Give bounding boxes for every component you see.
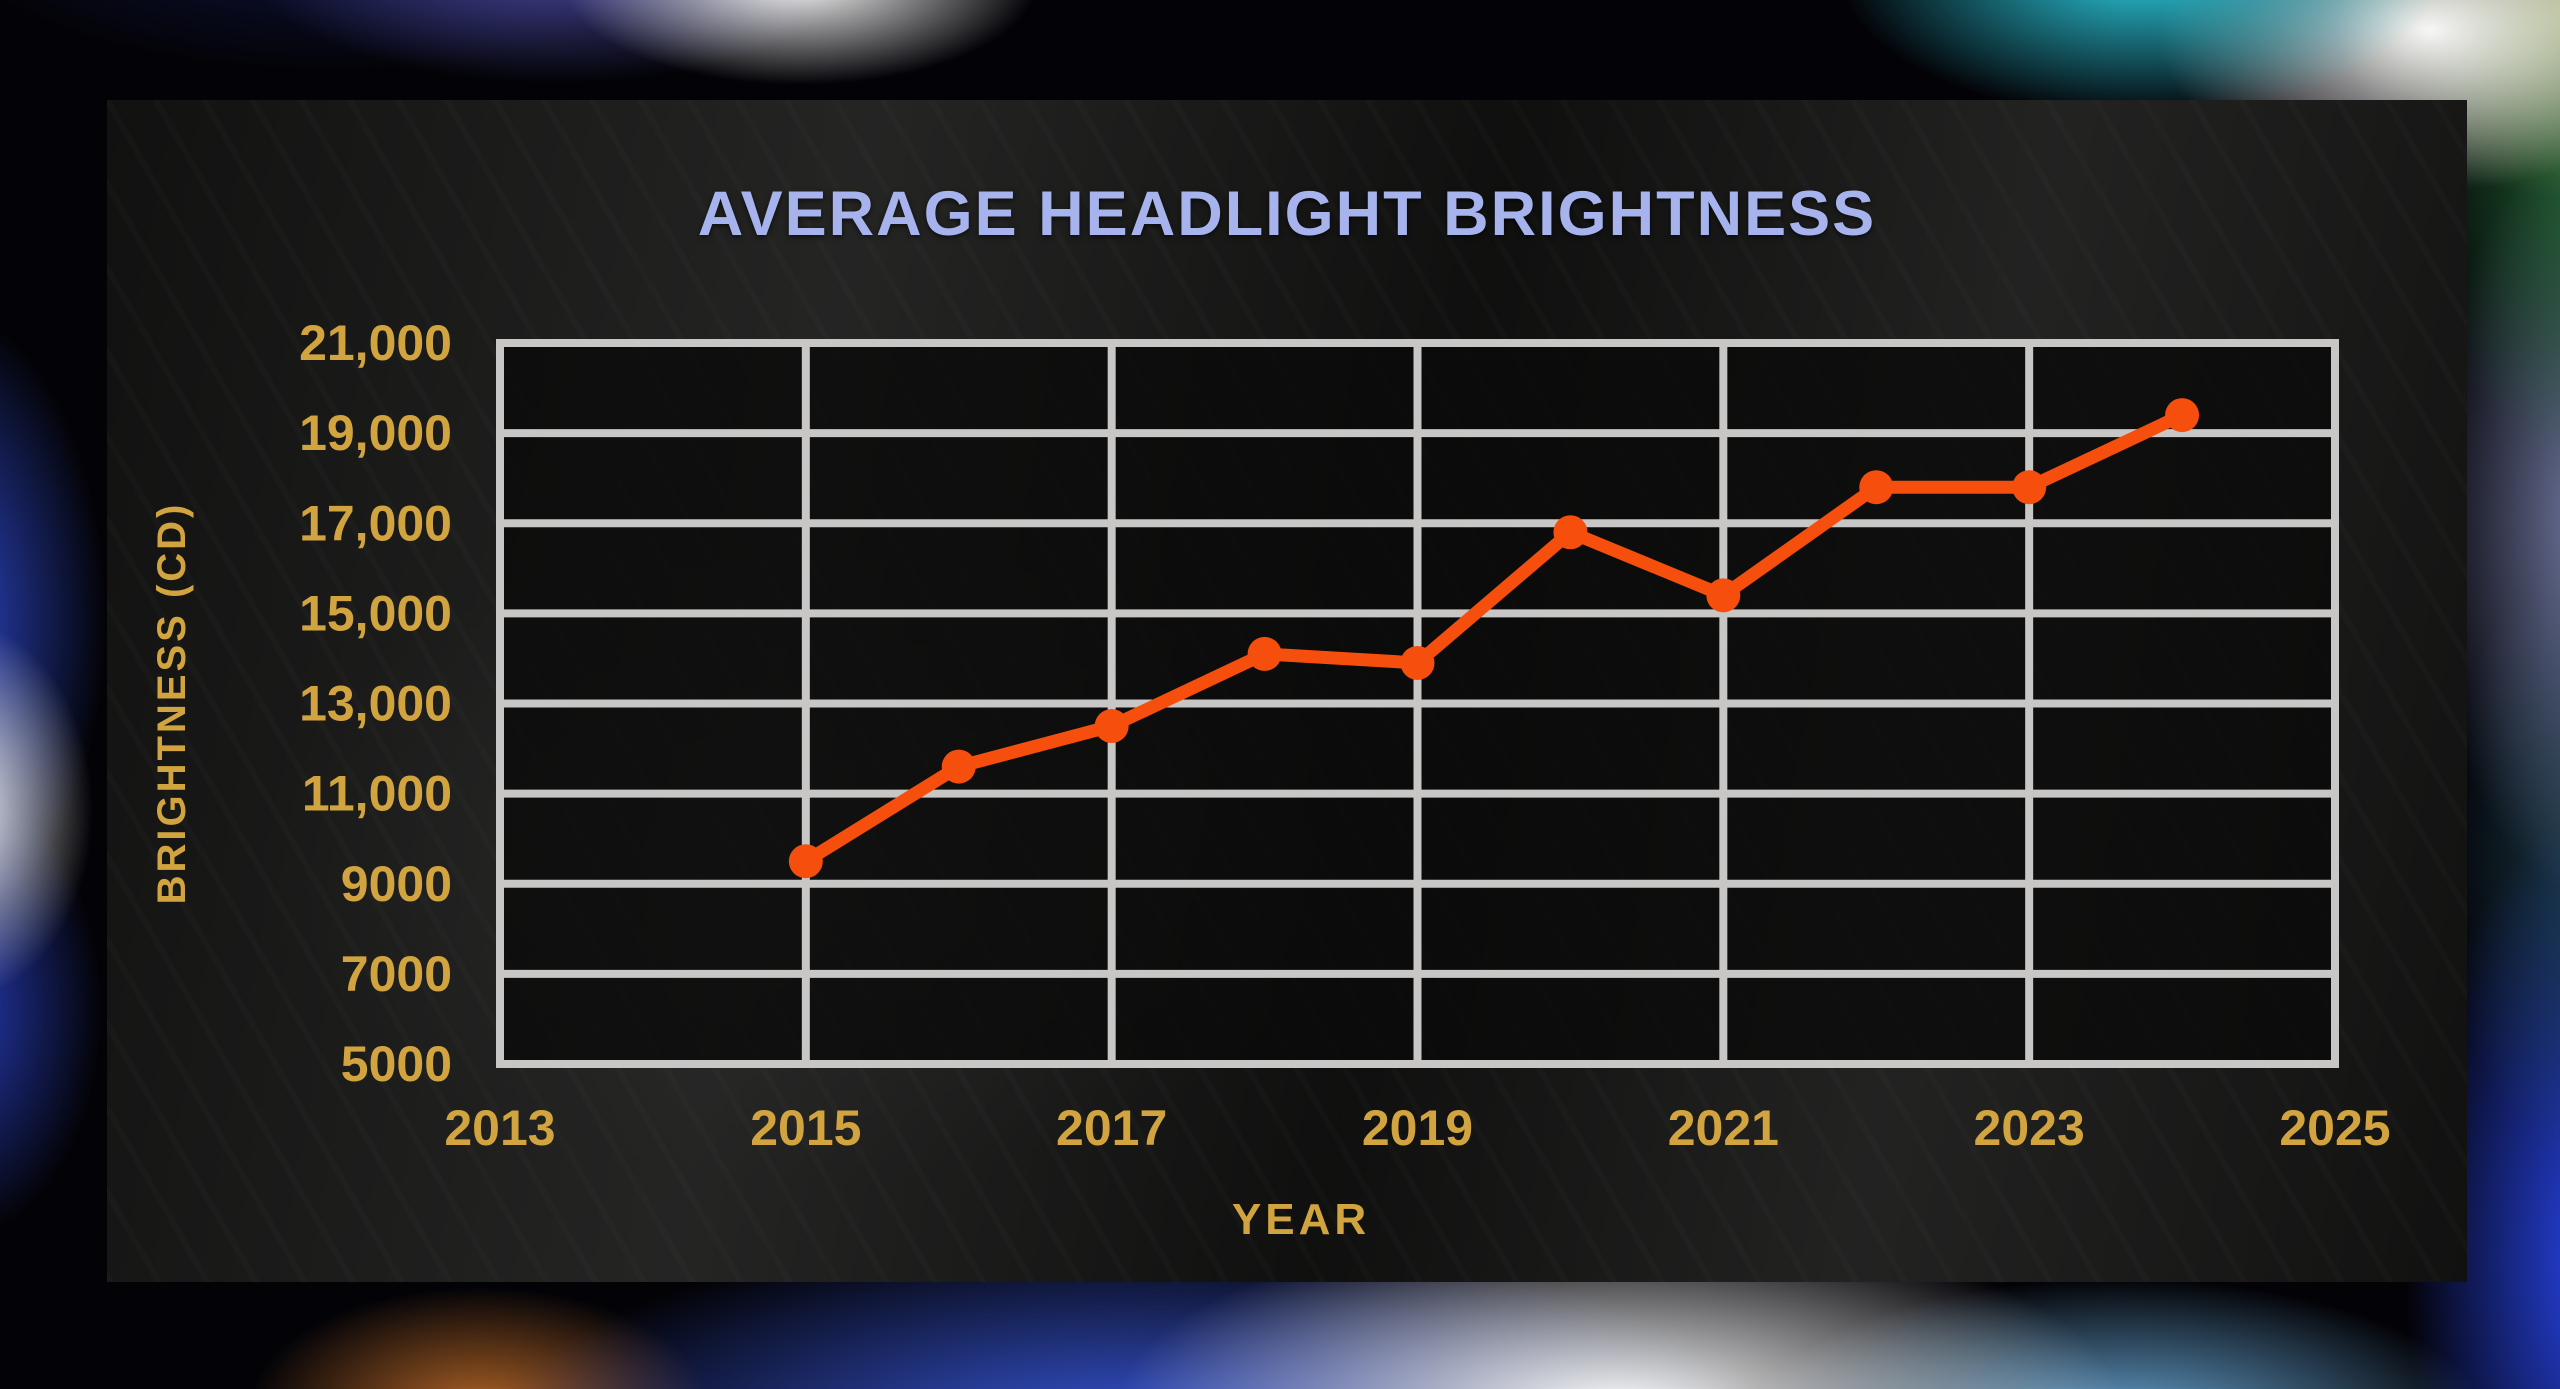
- chart-panel: AVERAGE HEADLIGHT BRIGHTNESS BRIGHTNESS …: [107, 100, 2467, 1282]
- chart-title: AVERAGE HEADLIGHT BRIGHTNESS: [697, 179, 1877, 249]
- x-axis-title: YEAR: [1231, 1195, 1371, 1244]
- y-axis-title: BRIGHTNESS (CD): [150, 501, 194, 905]
